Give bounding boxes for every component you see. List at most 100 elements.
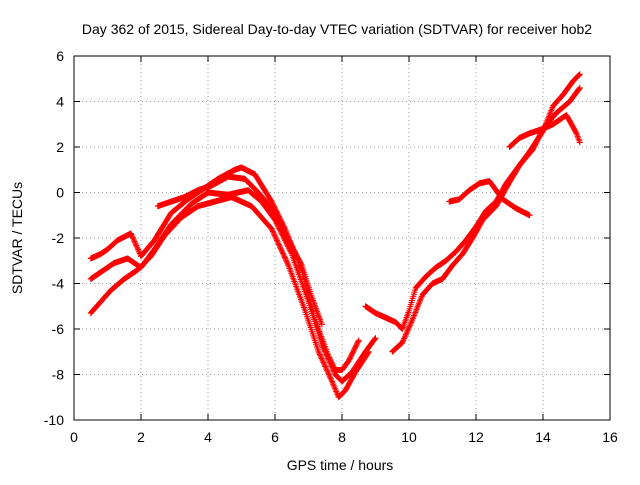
- data-point: [275, 241, 282, 248]
- data-point: [273, 236, 280, 243]
- y-axis-label: SDTVAR / TECUs: [9, 182, 25, 294]
- data-point: [415, 300, 422, 307]
- data-point: [318, 321, 325, 328]
- data-point: [333, 388, 340, 395]
- data-point: [414, 305, 421, 312]
- data-point: [407, 320, 414, 327]
- data-point: [283, 258, 290, 265]
- data-point: [400, 336, 407, 343]
- data-point: [415, 302, 422, 309]
- x-tick-label: 2: [137, 429, 145, 445]
- data-point: [328, 378, 335, 385]
- data-point: [403, 330, 410, 337]
- data-point: [315, 348, 322, 355]
- data-point: [547, 110, 554, 117]
- data-point: [283, 257, 290, 264]
- data-point: [322, 349, 329, 356]
- data-point: [320, 344, 327, 351]
- data-point: [409, 316, 416, 323]
- data-point: [572, 129, 579, 136]
- data-point: [280, 250, 287, 257]
- y-tick-label: 0: [56, 185, 64, 201]
- y-tick-label: 4: [56, 94, 64, 110]
- data-point: [417, 297, 424, 304]
- data-point: [411, 311, 418, 318]
- data-point: [331, 385, 338, 392]
- data-point: [331, 368, 338, 375]
- data-point: [135, 247, 142, 254]
- y-tick-label: 2: [56, 139, 64, 155]
- data-point: [355, 338, 362, 345]
- data-point: [413, 306, 420, 313]
- data-point: [399, 339, 406, 346]
- data-point: [329, 364, 336, 371]
- data-point: [548, 107, 555, 114]
- chart-title: Day 362 of 2015, Sidereal Day-to-day VTE…: [82, 21, 592, 37]
- data-point: [576, 71, 583, 78]
- data-point: [417, 296, 424, 303]
- data-point: [275, 240, 282, 247]
- data-point: [548, 105, 555, 112]
- series-track-6: [389, 84, 583, 355]
- y-tick-label: -6: [52, 321, 65, 337]
- data-point: [132, 239, 139, 246]
- data-point: [320, 345, 327, 352]
- data-point: [327, 360, 334, 367]
- data-point: [408, 319, 415, 326]
- data-point: [127, 230, 134, 237]
- data-point: [316, 350, 323, 357]
- data-point: [274, 238, 281, 245]
- data-point: [326, 358, 333, 365]
- data-point: [323, 352, 330, 359]
- data-point: [325, 370, 332, 377]
- x-tick-label: 10: [401, 429, 417, 445]
- data-point: [406, 323, 413, 330]
- data-point: [324, 355, 331, 362]
- data-point: [278, 248, 285, 254]
- data-point: [133, 242, 140, 249]
- data-point: [410, 313, 417, 320]
- data-point: [284, 261, 291, 267]
- data-point: [330, 382, 337, 389]
- data-point: [414, 303, 421, 310]
- data-point: [365, 348, 372, 355]
- data-point: [331, 384, 338, 391]
- data-point: [412, 309, 419, 316]
- data-point: [326, 372, 333, 379]
- data-point: [135, 246, 142, 253]
- y-tick-label: -2: [52, 230, 65, 246]
- data-point: [317, 354, 324, 361]
- data-point: [576, 139, 583, 146]
- data-point: [284, 259, 291, 266]
- data-point: [402, 331, 409, 338]
- data-point: [274, 237, 281, 244]
- data-point: [329, 366, 336, 373]
- data-point: [406, 322, 413, 329]
- data-point: [281, 253, 288, 260]
- data-point: [408, 318, 415, 325]
- data-point: [324, 368, 331, 375]
- data-point: [576, 85, 583, 92]
- data-point: [278, 246, 285, 253]
- data-point: [277, 244, 284, 251]
- x-tick-label: 6: [271, 429, 279, 445]
- data-point: [281, 254, 288, 261]
- grid-layer: [74, 56, 610, 420]
- series-track-8: [506, 112, 583, 150]
- data-point: [272, 235, 279, 241]
- data-point: [327, 374, 334, 381]
- data-point: [330, 381, 337, 388]
- data-point: [399, 338, 406, 345]
- data-point: [130, 235, 137, 242]
- x-tick-label: 0: [70, 429, 78, 445]
- data-point: [404, 328, 411, 335]
- data-point: [132, 241, 139, 248]
- data-point: [319, 356, 326, 363]
- data-point: [269, 227, 276, 234]
- data-point: [409, 315, 416, 322]
- data-point: [323, 351, 330, 358]
- data-point: [133, 243, 140, 250]
- data-point: [271, 232, 278, 239]
- data-point: [329, 379, 336, 386]
